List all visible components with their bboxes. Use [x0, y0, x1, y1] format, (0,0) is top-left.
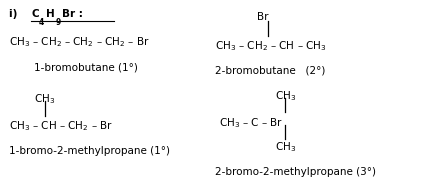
- Text: CH$_3$: CH$_3$: [34, 93, 55, 106]
- Text: 9: 9: [55, 18, 61, 27]
- Text: 1-bromo-2-methylpropane (1°): 1-bromo-2-methylpropane (1°): [9, 146, 170, 156]
- Text: i): i): [9, 9, 21, 19]
- Text: H: H: [46, 9, 55, 19]
- Text: CH$_3$ – CH$_2$ – CH – CH$_3$: CH$_3$ – CH$_2$ – CH – CH$_3$: [215, 39, 326, 53]
- Text: 2-bromo-2-methylpropane (3°): 2-bromo-2-methylpropane (3°): [215, 167, 375, 177]
- Text: CH$_3$: CH$_3$: [275, 89, 296, 103]
- Text: CH$_3$ – CH – CH$_2$ – Br: CH$_3$ – CH – CH$_2$ – Br: [9, 119, 113, 133]
- Text: CH$_3$ – C – Br: CH$_3$ – C – Br: [219, 116, 283, 130]
- Text: 1-bromobutane (1°): 1-bromobutane (1°): [34, 62, 137, 72]
- Text: Br :: Br :: [62, 9, 83, 19]
- Text: CH$_3$ – CH$_2$ – CH$_2$ – CH$_2$ – Br: CH$_3$ – CH$_2$ – CH$_2$ – CH$_2$ – Br: [9, 36, 150, 49]
- Text: C: C: [31, 9, 39, 19]
- Text: CH$_3$: CH$_3$: [275, 141, 296, 155]
- Text: 4: 4: [39, 18, 44, 27]
- Text: 2-bromobutane   (2°): 2-bromobutane (2°): [215, 66, 325, 76]
- Text: Br: Br: [257, 12, 269, 22]
